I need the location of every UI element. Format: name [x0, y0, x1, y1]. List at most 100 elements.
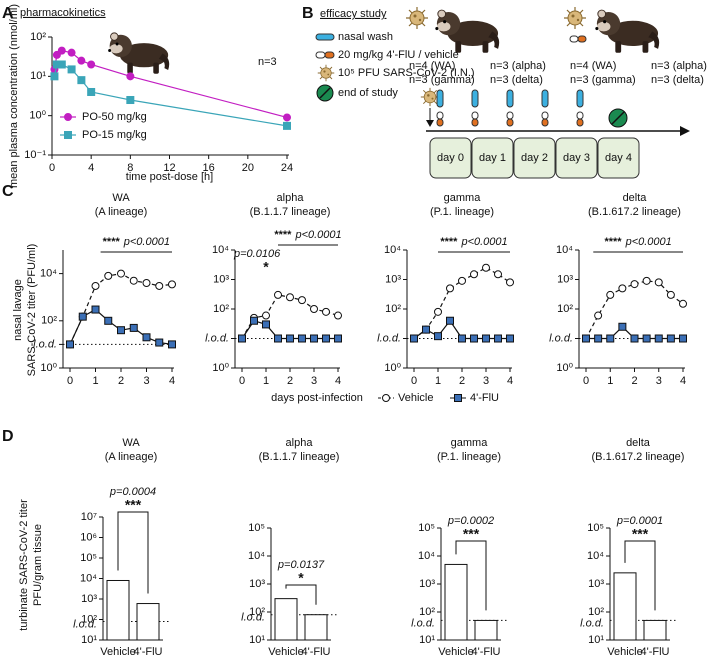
p-value: p=0.0001: [616, 515, 663, 527]
x-tick-label: 0: [239, 375, 245, 387]
chart-subtitle: (B.1.617.2 lineage): [592, 451, 685, 463]
y-tick-label: 10³: [385, 273, 401, 285]
end-icon: [316, 84, 334, 102]
treatment-icon: [436, 118, 444, 127]
data-point: [104, 316, 113, 325]
significance-label: **** p<0.0001: [103, 236, 170, 248]
panel-letter: B: [302, 5, 314, 22]
data-point: [446, 284, 454, 293]
day-label: day 3: [563, 152, 590, 164]
y-tick-label: 10⁵: [80, 552, 97, 564]
data-point: [322, 334, 330, 343]
day-label: day 2: [521, 152, 548, 164]
y-tick-label: 10⁰: [40, 362, 57, 374]
data-point: [57, 60, 66, 69]
data-point: [168, 280, 176, 289]
data-point: [274, 290, 282, 299]
legend-label: 10⁵ PFU SARS-CoV-2 (I.N.): [338, 67, 475, 79]
treatment-icon: [315, 51, 335, 59]
x-tick-label: 2: [459, 375, 465, 387]
data-point: [250, 316, 258, 325]
y-tick-label: 10⁴: [384, 244, 401, 256]
annotation: n=3: [258, 56, 277, 68]
data-point: [654, 334, 663, 343]
p-value: p<0.0001: [625, 236, 672, 248]
data-point: [286, 334, 294, 343]
day-label: day 1: [479, 152, 506, 164]
y-tick-label: 10⁰: [556, 362, 573, 374]
data-point: [57, 46, 66, 55]
group-label: n=4 (WA): [570, 60, 616, 72]
series-line: [53, 49, 288, 119]
virus-icon: [405, 6, 429, 30]
y-tick-label: 10¹: [588, 634, 604, 646]
chart-subtitle: (A lineage): [95, 206, 148, 218]
data-point: [67, 48, 76, 57]
nasal-wash-icon: [471, 89, 479, 108]
x-tick-label: 1: [607, 375, 613, 387]
p-value: p=0.0137: [277, 559, 325, 571]
p-value: p=0.0002: [447, 515, 494, 527]
x-tick-label: 3: [143, 375, 149, 387]
x-tick-label: 3: [311, 375, 317, 387]
p-value: p<0.0001: [123, 236, 170, 248]
p-value: p=0.0004: [109, 486, 156, 498]
chart-title: alpha: [286, 437, 314, 449]
significance-stars: ****: [103, 236, 121, 248]
data-point: [283, 121, 291, 130]
significance-stars: ****: [274, 229, 292, 241]
data-point: [679, 334, 687, 343]
arrow-head: [426, 120, 434, 127]
data-point: [168, 340, 176, 349]
data-point: [155, 338, 164, 347]
x-tick-label: Vehicle: [268, 646, 303, 658]
y-tick-label: 10³: [419, 578, 435, 590]
significance-bracket: [624, 540, 656, 611]
data-point: [506, 278, 514, 287]
data-point: [458, 334, 466, 343]
significance-label: **** p<0.0001: [274, 229, 341, 241]
x-tick-label: 2: [287, 375, 293, 387]
day-label: day 0: [437, 152, 464, 164]
x-tick-label: Vehicle: [100, 646, 135, 658]
treatment-icon: [576, 118, 584, 127]
y-tick-label: 10⁴: [248, 550, 265, 562]
bar: [474, 619, 498, 641]
data-point: [50, 72, 59, 81]
x-axis-label: time post-dose [h]: [126, 171, 213, 183]
data-point: [117, 326, 125, 335]
x-tick-label: 12: [163, 162, 175, 174]
significance-stars: ***: [125, 497, 142, 513]
chart-title: delta: [626, 437, 651, 449]
data-point: [630, 334, 639, 343]
group-label: n=3 (gamma): [570, 74, 636, 86]
data-point: [410, 334, 418, 343]
data-point: [298, 296, 306, 305]
panel-letter: C: [2, 183, 14, 200]
data-point: [126, 72, 135, 81]
x-tick-label: 1: [263, 375, 269, 387]
data-point: [262, 320, 270, 329]
data-point: [434, 307, 442, 316]
data-point: [78, 312, 87, 321]
y-tick-label: 10²: [249, 606, 265, 618]
data-point: [470, 334, 478, 343]
data-point: [322, 307, 330, 316]
y-tick-label: l.o.d.: [377, 332, 401, 344]
data-point: [666, 290, 675, 299]
group-label: n=3 (alpha): [490, 60, 546, 72]
group-label: n=4 (WA): [409, 60, 455, 72]
x-tick-label: 4'-FlU: [302, 646, 331, 658]
chart-subtitle: (B.1.1.7 lineage): [250, 206, 331, 218]
data-point: [618, 322, 627, 331]
data-point: [642, 276, 651, 285]
x-tick-label: 20: [242, 162, 254, 174]
x-tick-label: 4'-FlU: [134, 646, 163, 658]
chart-title: delta: [623, 192, 648, 204]
x-tick-label: Vehicle: [438, 646, 473, 658]
y-tick-label: 10⁴: [212, 244, 229, 256]
data-point: [618, 284, 627, 293]
data-point: [506, 334, 514, 343]
bar: [444, 563, 468, 641]
